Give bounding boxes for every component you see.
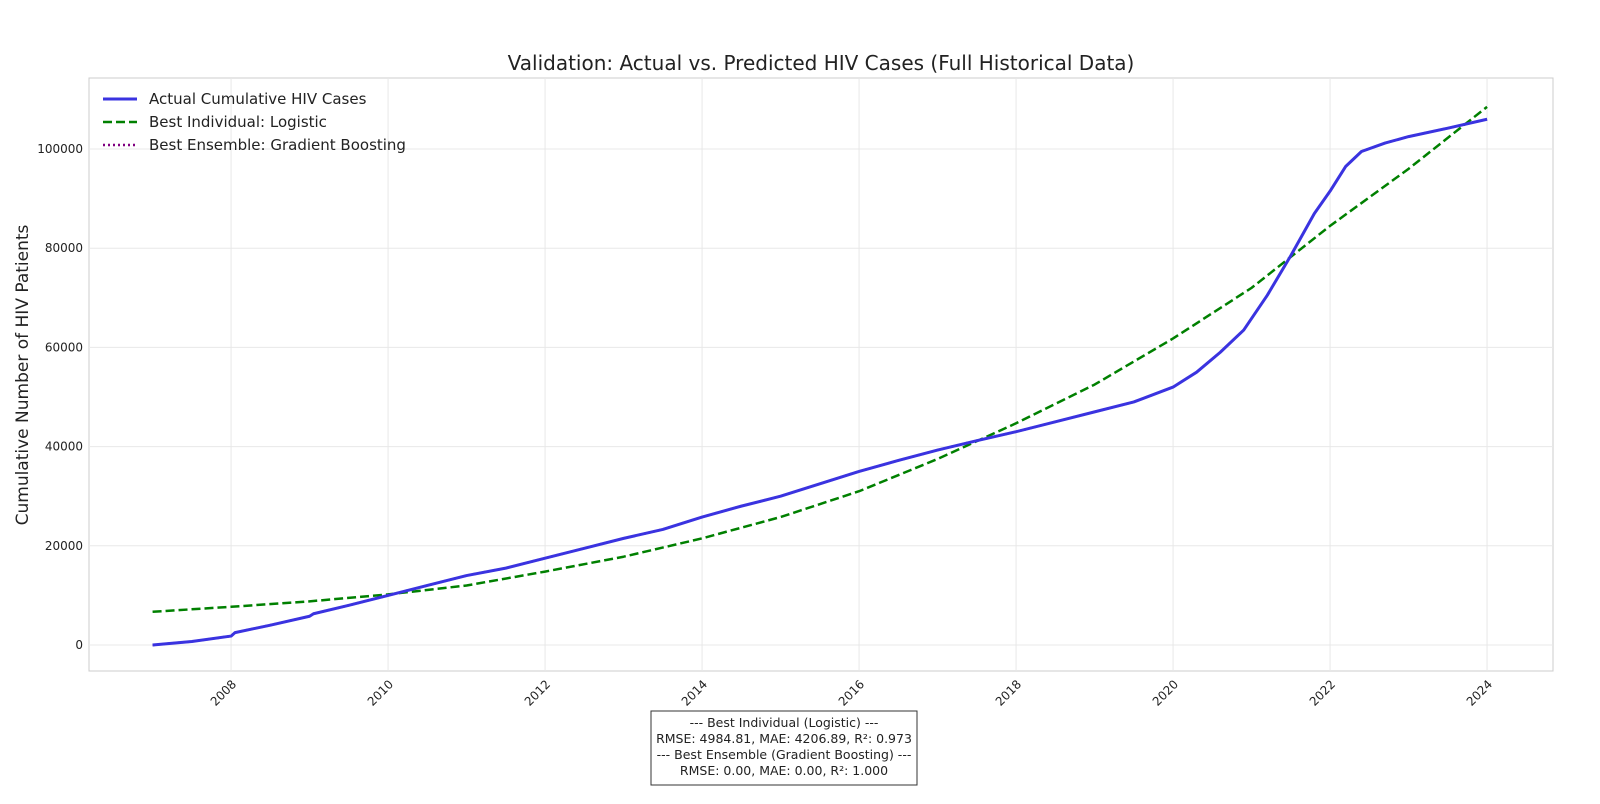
y-tick-label: 80000: [45, 241, 83, 255]
x-tick-label: 2012: [522, 677, 553, 708]
annotation-box: [650, 710, 918, 786]
x-tick-label: 2014: [679, 677, 710, 708]
x-tick-label: 2022: [1307, 677, 1338, 708]
annotation-text: --- Best Ensemble (Gradient Boosting) --…: [657, 747, 912, 762]
y-tick-label: 100000: [37, 142, 83, 156]
series-line: [152, 105, 1488, 614]
x-tick-label: 2010: [365, 677, 396, 708]
chart-title: Validation: Actual vs. Predicted HIV Cas…: [508, 51, 1135, 75]
legend-label: Best Ensemble: Gradient Boosting: [149, 136, 406, 154]
series-line: [152, 117, 1488, 647]
annotation-text: RMSE: 4984.81, MAE: 4206.89, R²: 0.973: [656, 731, 912, 746]
x-tick-label: 2016: [836, 677, 867, 708]
plot-area: [88, 77, 1554, 672]
x-tick-label: 2024: [1464, 677, 1495, 708]
y-tick-label: 20000: [45, 539, 83, 553]
y-tick-label: 40000: [45, 440, 83, 454]
x-tick-label: 2008: [208, 677, 239, 708]
y-tick-label: 0: [75, 638, 83, 652]
x-tick-label: 2018: [993, 677, 1024, 708]
x-tick-label: 2020: [1150, 677, 1181, 708]
annotation-text: --- Best Individual (Logistic) ---: [690, 715, 879, 730]
annotation-text: RMSE: 0.00, MAE: 0.00, R²: 1.000: [680, 763, 888, 778]
y-tick-label: 60000: [45, 340, 83, 354]
legend-label: Best Individual: Logistic: [149, 113, 327, 131]
y-axis-label: Cumulative Number of HIV Patients: [13, 224, 33, 525]
legend-label: Actual Cumulative HIV Cases: [149, 90, 367, 108]
